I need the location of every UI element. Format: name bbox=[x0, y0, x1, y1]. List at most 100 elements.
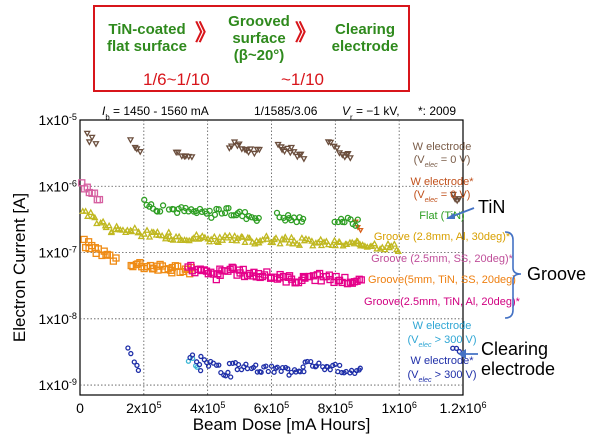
x-tick-label: 4x105 bbox=[190, 400, 225, 416]
legend-entry: Groove(5mm, TiN, SS, 20deg) bbox=[368, 274, 516, 286]
data-point bbox=[196, 361, 203, 368]
data-point bbox=[332, 361, 338, 368]
data-point bbox=[287, 233, 296, 241]
data-point bbox=[156, 208, 164, 215]
data-point bbox=[290, 149, 298, 156]
data-point bbox=[333, 145, 341, 152]
x-axis-title: Beam Dose [mA Hours] bbox=[193, 415, 371, 434]
data-point bbox=[337, 215, 345, 223]
data-point bbox=[226, 360, 233, 367]
comparison-box: TiN-coated flat surface 》 Grooved surfac… bbox=[93, 5, 410, 92]
data-point bbox=[178, 204, 185, 211]
data-point bbox=[88, 134, 96, 142]
data-point bbox=[325, 364, 331, 370]
data-point bbox=[328, 241, 336, 249]
data-point bbox=[266, 274, 275, 282]
data-point bbox=[98, 251, 106, 260]
data-point bbox=[83, 183, 91, 191]
data-point bbox=[273, 209, 281, 217]
data-point bbox=[198, 232, 206, 239]
legend-entry: Groove (2.5mm, SS, 20deg)* bbox=[371, 253, 514, 265]
data-point bbox=[126, 137, 135, 144]
data-point bbox=[143, 226, 151, 233]
data-point bbox=[181, 207, 188, 215]
data-point bbox=[189, 355, 196, 362]
data-point bbox=[193, 359, 200, 365]
data-point bbox=[317, 241, 326, 249]
data-point bbox=[201, 233, 209, 241]
data-point bbox=[354, 237, 362, 245]
series-groove_tin_al20_09 bbox=[184, 261, 365, 288]
data-point bbox=[301, 368, 307, 375]
flow-item-tin-coated: TiN-coated flat surface bbox=[106, 21, 188, 55]
data-point bbox=[263, 268, 271, 276]
data-point bbox=[250, 268, 258, 276]
data-point bbox=[134, 227, 143, 235]
data-point bbox=[378, 243, 386, 251]
data-point bbox=[230, 139, 239, 146]
data-point bbox=[119, 226, 127, 233]
flow-ratio-1: 1/6~1/10 bbox=[143, 70, 210, 89]
data-point bbox=[205, 363, 212, 369]
x-tick-label: 2x105 bbox=[126, 400, 161, 416]
data-point bbox=[451, 196, 459, 203]
data-point bbox=[208, 214, 215, 221]
x-tick-label: 1.2x106 bbox=[439, 400, 486, 416]
data-point bbox=[276, 239, 284, 247]
flow-item-grooved: Grooved surface (β~20°) bbox=[228, 13, 290, 64]
data-point bbox=[216, 362, 222, 368]
data-point bbox=[269, 238, 277, 246]
series-clr_300_09 bbox=[125, 345, 463, 380]
data-point bbox=[305, 272, 314, 281]
data-point bbox=[300, 364, 306, 370]
data-point bbox=[279, 364, 286, 371]
data-point bbox=[384, 239, 392, 247]
data-point bbox=[317, 235, 325, 243]
data-point bbox=[145, 233, 154, 240]
data-point bbox=[330, 236, 339, 244]
data-point bbox=[162, 232, 170, 240]
data-point bbox=[331, 241, 340, 249]
data-point bbox=[187, 261, 195, 270]
data-point bbox=[314, 238, 322, 246]
data-point bbox=[370, 239, 379, 247]
data-point bbox=[302, 235, 310, 242]
data-point bbox=[93, 219, 101, 227]
clearing-arrow-head bbox=[458, 349, 466, 359]
data-point bbox=[353, 277, 361, 285]
data-point bbox=[394, 247, 402, 255]
data-point bbox=[241, 238, 249, 245]
legend-entry-condition: (Velec = 0 V) bbox=[414, 154, 471, 169]
data-point bbox=[381, 245, 389, 253]
y-tick-label: 1x10-5 bbox=[39, 112, 77, 128]
data-point bbox=[263, 235, 271, 242]
legend-entry: W electrode* bbox=[411, 176, 475, 188]
data-point bbox=[244, 149, 253, 157]
data-point bbox=[230, 360, 236, 366]
data-point bbox=[357, 227, 364, 234]
data-point bbox=[344, 151, 352, 158]
flow-item-clearing-electrode: Clearing electrode bbox=[331, 21, 399, 55]
groove-brace bbox=[504, 231, 522, 319]
data-point bbox=[346, 155, 354, 162]
data-point bbox=[99, 217, 107, 225]
data-point bbox=[83, 130, 91, 138]
data-point bbox=[263, 363, 269, 369]
data-point bbox=[123, 226, 131, 233]
data-point bbox=[298, 234, 306, 241]
data-point bbox=[228, 236, 236, 244]
data-point bbox=[91, 213, 99, 221]
data-point bbox=[449, 191, 457, 199]
data-point bbox=[341, 218, 348, 226]
data-point bbox=[206, 207, 213, 215]
data-point bbox=[192, 230, 201, 238]
data-point bbox=[357, 276, 365, 284]
data-point bbox=[327, 139, 335, 147]
data-point bbox=[289, 239, 297, 247]
tin-arrow-head bbox=[446, 213, 455, 219]
data-point bbox=[248, 214, 255, 221]
data-point bbox=[231, 232, 239, 239]
groove-annotation: Groove bbox=[527, 264, 586, 284]
data-point bbox=[305, 235, 313, 243]
data-point bbox=[128, 350, 134, 357]
